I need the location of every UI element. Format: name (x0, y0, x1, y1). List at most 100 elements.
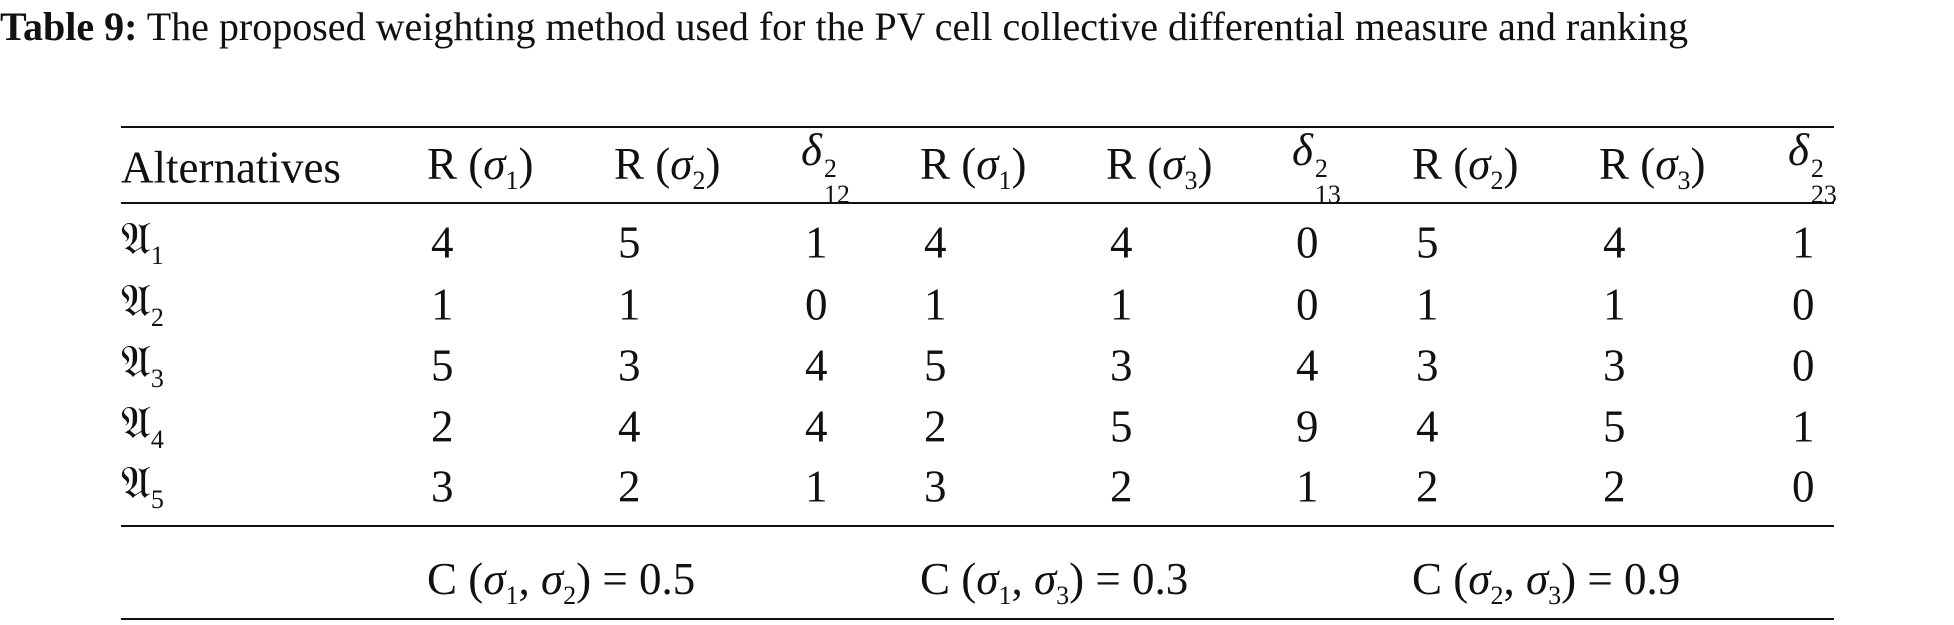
math-symbol: σ (540, 554, 564, 604)
value-cell: 2 (1416, 461, 1439, 512)
alternative-symbol: 𝔄 (121, 458, 151, 508)
value-cell: 0 (1792, 279, 1815, 330)
value-cell: 1 (1416, 279, 1439, 330)
text: , (1503, 554, 1526, 604)
value-cell: 4 (805, 340, 828, 391)
value-cell: 1 (1296, 461, 1319, 512)
value-cell: 2 (618, 461, 641, 512)
body-rule (121, 525, 1834, 527)
value-cell: 3 (431, 461, 454, 512)
header-cell: R (σ2) (1412, 142, 1518, 194)
math-symbol: σ (1525, 554, 1549, 604)
value-cell: 2 (924, 401, 947, 452)
value-cell: 1 (618, 279, 641, 330)
subscript: 23 (1810, 180, 1837, 209)
subscript: 12 (823, 180, 850, 209)
value-cell: 1 (1792, 401, 1815, 452)
subscript: 2 (1490, 166, 1504, 195)
value-cell: 4 (924, 217, 947, 268)
text: R ( (1106, 139, 1163, 189)
value-cell: 4 (618, 401, 641, 452)
text: C ( (1412, 554, 1469, 604)
value-cell: 9 (1296, 401, 1319, 452)
footer-cell: C (σ2, σ3) = 0.9 (1412, 557, 1680, 609)
math-symbol: σ (483, 139, 506, 189)
text: 0.9 (1624, 554, 1681, 604)
subscript: 1 (505, 581, 519, 610)
header-cell: δ 2 23 (1788, 128, 1837, 208)
subscript: 5 (150, 485, 164, 514)
math-symbol: σ (1162, 139, 1185, 189)
row-label: 𝔄4 (121, 401, 164, 453)
text: ) = (576, 554, 640, 604)
value-cell: 1 (805, 461, 828, 512)
top-rule (121, 126, 1834, 128)
subscript: 3 (1677, 166, 1691, 195)
caption: Table 9: The proposed weighting method u… (0, 4, 1954, 50)
math-symbol: σ (976, 139, 999, 189)
header-cell: R (σ1) (427, 142, 533, 194)
value-cell: 3 (1110, 340, 1133, 391)
math-symbol: δ (1292, 125, 1313, 175)
math-symbol: σ (670, 139, 693, 189)
value-cell: 3 (1603, 340, 1626, 391)
bottom-rule (121, 618, 1834, 620)
subscript: 2 (563, 581, 577, 610)
math-symbol: σ (1468, 554, 1491, 604)
text: ) (1690, 139, 1706, 189)
value-cell: 0 (1792, 340, 1815, 391)
header-cell: δ 2 12 (801, 128, 850, 208)
text: R ( (1599, 139, 1656, 189)
alternative-symbol: 𝔄 (121, 337, 151, 387)
script-stack: 2 23 (1811, 156, 1837, 208)
value-cell: 3 (1416, 340, 1439, 391)
superscript: 2 (823, 154, 837, 183)
header-cell: R (σ3) (1106, 142, 1212, 194)
subscript: 1 (150, 241, 164, 270)
subscript: 3 (1056, 581, 1070, 610)
text: Alternatives (121, 142, 341, 193)
value-cell: 3 (618, 340, 641, 391)
value-cell: 5 (1603, 401, 1626, 452)
caption-label: Table 9: (0, 4, 138, 49)
value-cell: 5 (1110, 401, 1133, 452)
row-label: 𝔄3 (121, 340, 164, 392)
header-cell: R (σ1) (920, 142, 1026, 194)
subscript: 1 (998, 581, 1012, 610)
text: R ( (427, 139, 484, 189)
value-cell: 1 (1110, 279, 1133, 330)
value-cell: 4 (1416, 401, 1439, 452)
value-cell: 4 (1296, 340, 1319, 391)
alternative-symbol: 𝔄 (121, 398, 151, 448)
subscript: 2 (692, 166, 706, 195)
text: R ( (1412, 139, 1469, 189)
value-cell: 1 (805, 217, 828, 268)
subscript: 13 (1314, 180, 1341, 209)
value-cell: 3 (924, 461, 947, 512)
script-stack: 2 12 (824, 156, 850, 208)
row-label: 𝔄5 (121, 461, 164, 513)
header-rule (121, 202, 1834, 204)
superscript: 2 (1314, 154, 1328, 183)
footer-cell: C (σ1, σ3) = 0.3 (920, 557, 1188, 609)
value-cell: 4 (1110, 217, 1133, 268)
math-symbol: δ (1788, 125, 1809, 175)
script-stack: 2 13 (1315, 156, 1341, 208)
text: ) (1197, 139, 1213, 189)
alternative-symbol: 𝔄 (121, 276, 151, 326)
subscript: 4 (150, 425, 164, 454)
subscript: 2 (150, 303, 164, 332)
text: 0.3 (1132, 554, 1189, 604)
value-cell: 2 (1603, 461, 1626, 512)
subscript: 1 (505, 166, 519, 195)
text: ) (518, 139, 534, 189)
text: ) (1011, 139, 1027, 189)
text: R ( (614, 139, 671, 189)
subscript: 3 (1184, 166, 1198, 195)
value-cell: 0 (805, 279, 828, 330)
subscript: 2 (1490, 581, 1504, 610)
text: , (518, 554, 541, 604)
text: C ( (427, 554, 484, 604)
value-cell: 1 (1603, 279, 1626, 330)
